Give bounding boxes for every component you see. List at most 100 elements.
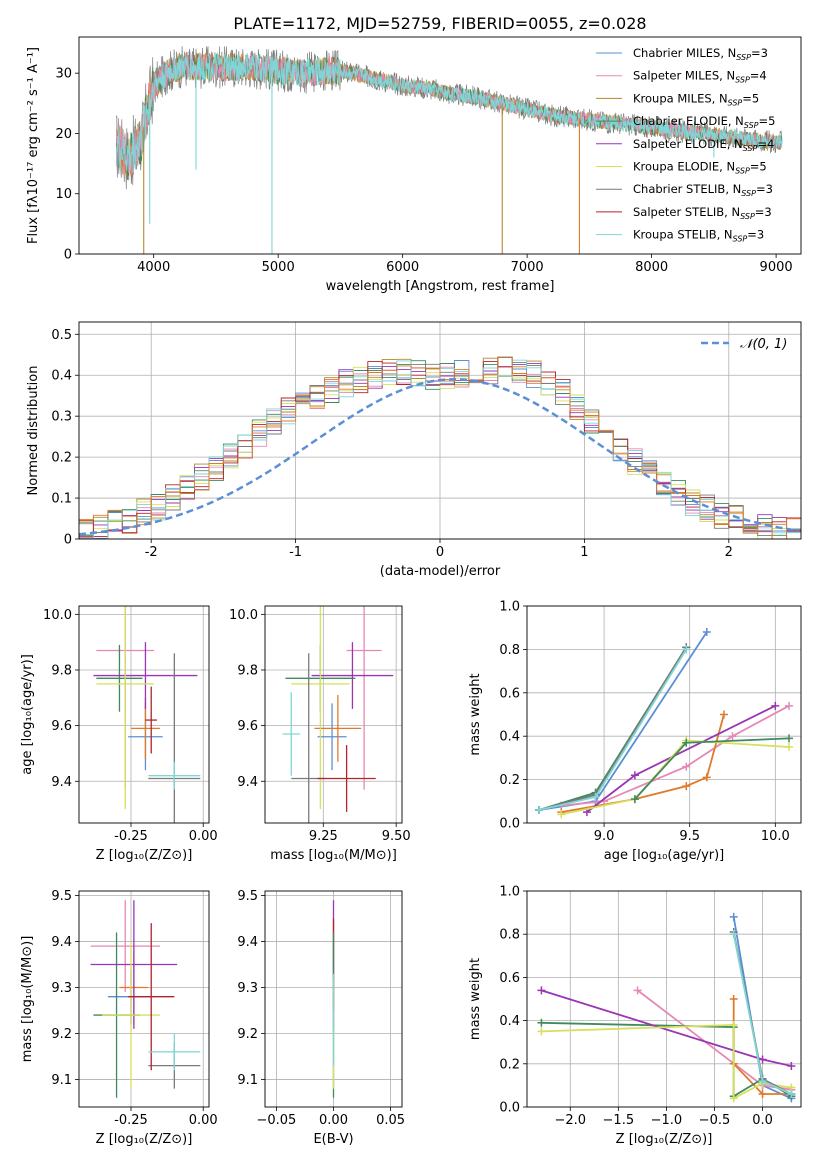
mass-vs-Z-ytick-label: 9.3	[51, 981, 72, 996]
age-vs-metallicity-panel: -0.25 0.00 9.4 9.6 9.8 10.0 Z [log₁₀(Z/Z⊙)] age…	[20, 605, 218, 863]
mass-vs-Z-xtick-label: 0.00	[189, 1113, 218, 1128]
weight-vs-age-series-line	[634, 737, 790, 800]
residuals-frame	[78, 321, 802, 540]
weight-vs-Z-point-marker	[787, 1090, 796, 1099]
weight-vs-Z-point-marker	[537, 1018, 546, 1027]
spectrum-xtick-label: 4000	[137, 260, 170, 275]
residuals-xtick-label: 1	[580, 545, 588, 560]
age-vs-mass-ytick-label: 9.4	[237, 775, 258, 790]
spectrum-legend-sub: SSP	[743, 144, 758, 153]
residuals-ytick-label: 0.2	[51, 451, 72, 466]
spectrum-legend-suffix: =5	[742, 91, 759, 105]
mass-weight-vs-metallicity-panel: −2.0 −1.5 −1.0 −0.5 0.0 0.0 0.2 0.4 0.6 0.8 1.0 Z […	[468, 885, 802, 1147]
spectrum-legend-sub: SSP	[736, 53, 751, 62]
spectrum-ytick-label: 10	[55, 187, 72, 202]
spectrum-legend-suffix: =4	[750, 69, 767, 83]
weight-vs-Z-xtick-label: −0.5	[699, 1113, 731, 1128]
weight-vs-Z-point-marker	[787, 1061, 796, 1070]
residuals-legend-label: 𝒩(0, 1)	[740, 337, 787, 352]
weight-vs-age-xlabel: age [log₁₀(age/yr)]	[604, 848, 725, 863]
spectrum-legend-suffix: =4	[757, 137, 774, 151]
spectrum-xlabel: wavelength [Angstrom, rest frame]	[326, 279, 555, 294]
weight-vs-age-ytick-label: 0.2	[499, 773, 520, 788]
mass-vs-Z-plot-area	[90, 900, 201, 1098]
weight-vs-Z-point-marker	[729, 1094, 738, 1103]
spectrum-legend-label: Salpeter STELIB, NSSP=3	[633, 205, 772, 221]
residuals-histogram-step	[79, 356, 801, 539]
weight-vs-age-series-line	[538, 646, 688, 811]
residuals-ytick-label: 0.4	[51, 369, 72, 384]
residuals-ytick-label: 0.1	[51, 492, 72, 507]
weight-vs-age-xtick-label: 9.5	[679, 829, 700, 844]
mass-vs-Z-ytick-label: 9.5	[51, 889, 72, 904]
weight-vs-Z-point-marker	[729, 1020, 738, 1029]
weight-vs-Z-point-marker	[729, 930, 738, 939]
spectrum-ytick-label: 20	[55, 127, 72, 142]
mass-vs-ebv-xtick-label: −0.05	[256, 1113, 296, 1128]
age-vs-Z-xlabel: Z [log₁₀(Z/Z⊙)]	[96, 848, 193, 863]
weight-vs-age-ylabel: mass weight	[468, 673, 483, 755]
spectrum-legend-text: Kroupa MILES, N	[633, 91, 728, 105]
mass-vs-Z-ytick-label: 9.4	[51, 935, 72, 950]
weight-vs-Z-ytick-label: 0.2	[499, 1057, 520, 1072]
weight-vs-Z-ytick-label: 0.8	[499, 928, 520, 943]
weight-vs-age-plot-area	[534, 628, 794, 819]
weight-vs-age-series-line	[538, 646, 688, 811]
spectrum-legend-suffix: =5	[750, 160, 767, 174]
spectrum-xtick-label: 6000	[386, 260, 419, 275]
weight-vs-Z-point-marker	[537, 1027, 546, 1036]
spectrum-xtick-label: 7000	[511, 260, 544, 275]
weight-vs-age-ytick-label: 0.6	[499, 686, 520, 701]
age-vs-Z-ytick-label: 9.6	[51, 719, 72, 734]
residuals-ytick-label: 0.5	[51, 328, 72, 343]
weight-vs-Z-ytick-label: 0.4	[499, 1014, 520, 1029]
weight-vs-age-ytick-label: 1.0	[499, 600, 520, 615]
spectrum-legend-label: Chabrier MILES, NSSP=3	[633, 46, 768, 62]
weight-vs-Z-point-marker	[729, 995, 738, 1003]
spectrum-xtick-label: 5000	[262, 260, 295, 275]
age-vs-mass-ytick-label: 10.0	[229, 608, 258, 623]
mass-vs-Z-ytick-label: 9.1	[51, 1073, 72, 1088]
weight-vs-Z-point-marker	[758, 1090, 767, 1099]
spectrum-ytick-label: 30	[55, 67, 72, 82]
residuals-gaussian-curve	[79, 378, 799, 536]
age-vs-mass-panel: 9.25 9.50 9.4 9.6 9.8 10.0 mass [log₁₀(M/M⊙)]	[229, 605, 411, 863]
spectrum-legend-text: Salpeter MILES, N	[633, 69, 735, 83]
weight-vs-Z-xtick-label: −1.5	[603, 1113, 635, 1128]
weight-vs-age-point-marker	[785, 743, 794, 752]
age-vs-mass-frame	[264, 605, 403, 824]
weight-vs-age-point-marker	[630, 795, 639, 804]
weight-vs-Z-point-marker	[758, 1077, 767, 1086]
mass-vs-ebv-xtick-label: 0.05	[376, 1113, 405, 1128]
weight-vs-age-point-marker	[702, 773, 711, 782]
spectrum-legend-text: Chabrier STELIB, N	[633, 182, 741, 196]
mass-weight-vs-age-panel: 9.0 9.5 10.0 0.0 0.2 0.4 0.6 0.8 1.0 age [log₁₀(a…	[468, 600, 802, 863]
spectrum-legend-suffix: =3	[747, 228, 764, 242]
weight-vs-age-xtick-label: 10.0	[761, 829, 790, 844]
age-vs-mass-xtick-label: 9.25	[309, 829, 338, 844]
weight-vs-age-point-marker	[557, 810, 566, 819]
spectrum-ytick-label: 0	[64, 248, 72, 263]
weight-vs-Z-ylabel: mass weight	[468, 958, 483, 1040]
spectrum-legend-sub: SSP	[744, 121, 759, 130]
age-vs-Z-frame	[78, 605, 210, 824]
spectrum-legend-label: Salpeter MILES, NSSP=4	[633, 69, 767, 85]
spectrum-legend-sub: SSP	[740, 212, 755, 221]
spectrum-legend-text: Chabrier ELODIE, N	[633, 114, 744, 128]
age-vs-mass-plot-area	[282, 606, 394, 823]
mass-vs-metallicity-panel: -0.25 0.00 9.1 9.2 9.3 9.4 9.5 Z [log₁₀(Z/Z⊙)] m…	[20, 889, 218, 1147]
residuals-xlabel: (data-model)/error	[380, 564, 501, 579]
spectrum-legend-suffix: =3	[755, 205, 772, 219]
spectrum-legend-suffix: =5	[759, 114, 776, 128]
mass-vs-ebv-xlabel: E(B-V)	[313, 1132, 353, 1147]
age-vs-Z-ytick-label: 9.4	[51, 775, 72, 790]
figure-title: PLATE=1172, MJD=52759, FIBERID=0055, z=0…	[233, 14, 646, 33]
residuals-xtick-label: -2	[145, 545, 158, 560]
age-vs-mass-ytick-label: 9.6	[237, 719, 258, 734]
mass-vs-ebv-ytick-label: 9.2	[237, 1027, 258, 1042]
mass-vs-Z-frame	[78, 890, 210, 1108]
residuals-panel: -2 -1 0 1 2 0 0.1 0.2 0.3 0.4 0.5 (data-model)/erro…	[26, 321, 802, 579]
residuals-ylabel: Normed distribution	[26, 366, 41, 496]
spectrum-legend-text: Chabrier MILES, N	[633, 46, 736, 60]
spectrum-legend-sub: SSP	[735, 167, 750, 176]
